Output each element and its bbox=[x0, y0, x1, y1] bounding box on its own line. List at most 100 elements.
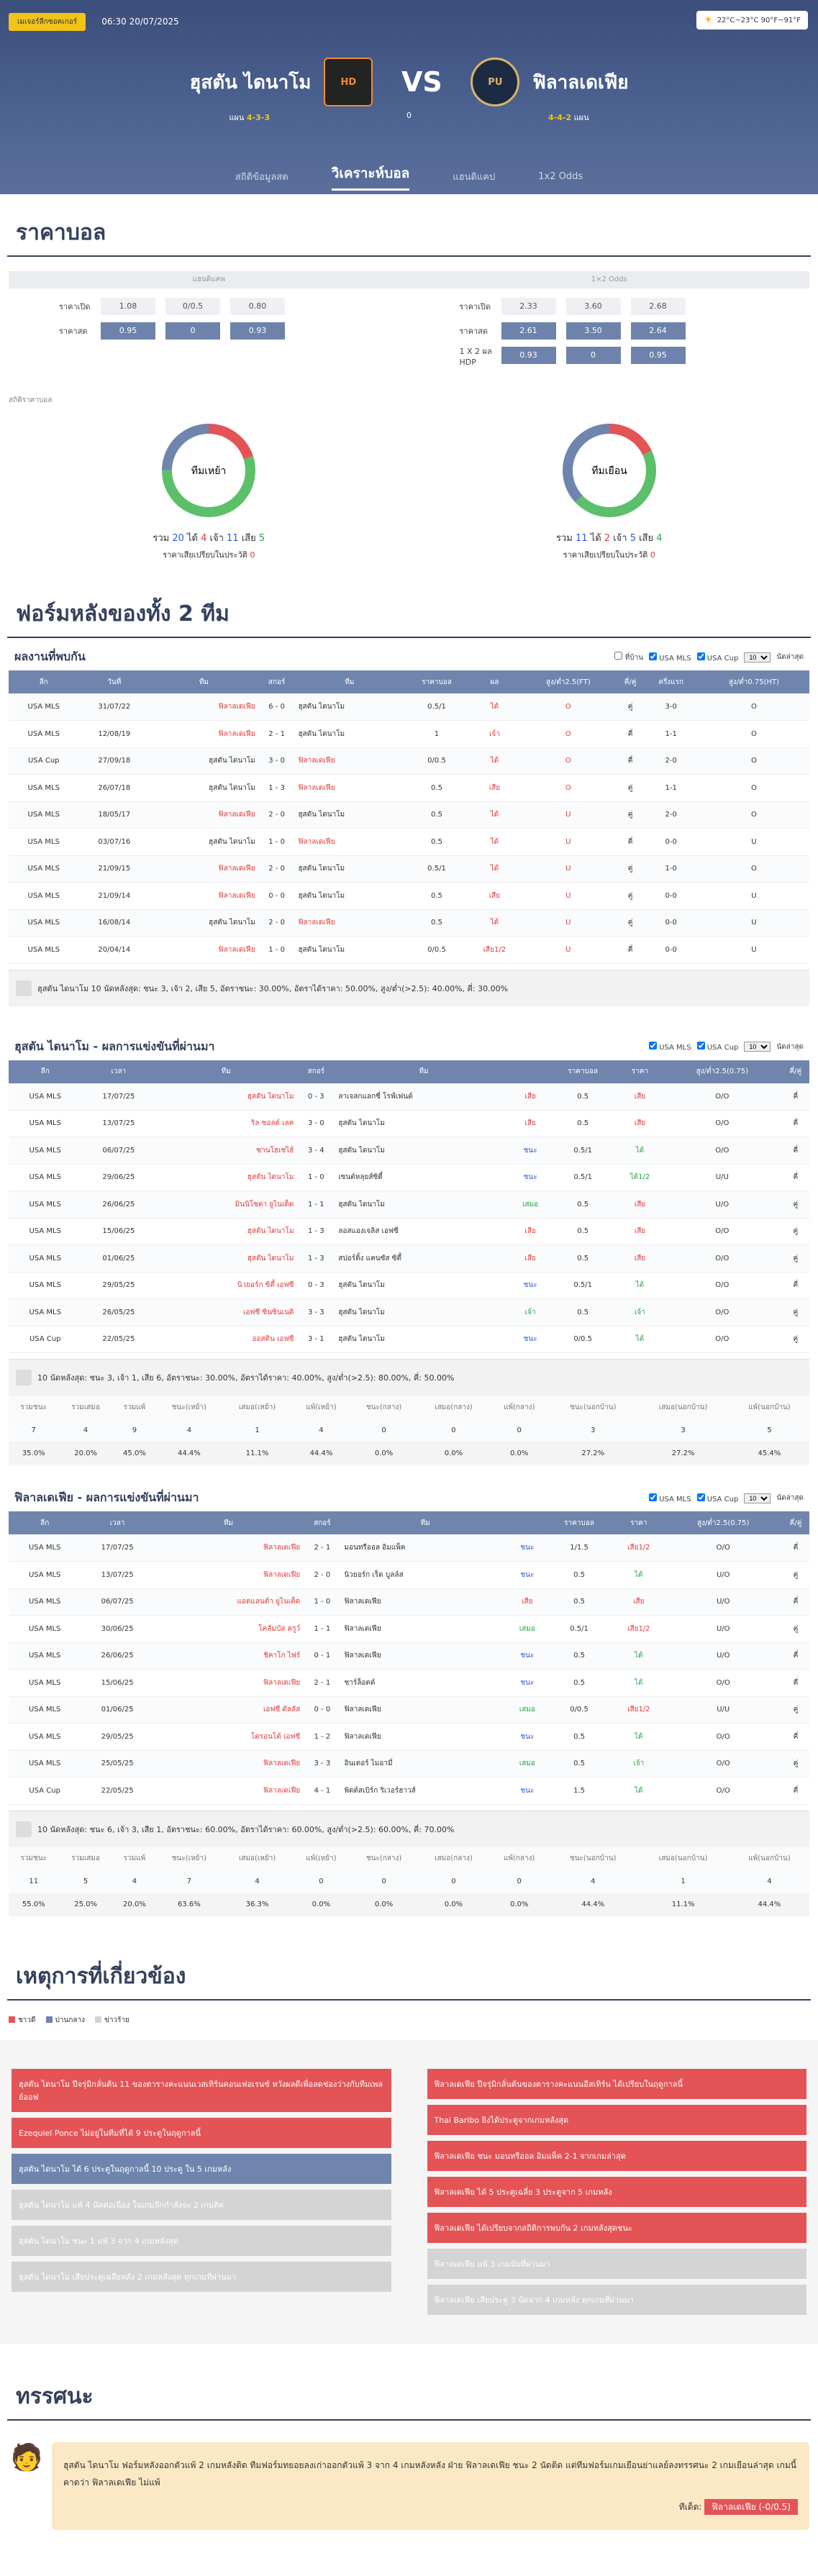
table-cell[interactable]: ฮุสตัน ไดนาโม bbox=[335, 1191, 512, 1219]
odds-value[interactable]: 3.60 bbox=[565, 298, 621, 315]
table-cell[interactable]: ฟิลาลเดเฟีย bbox=[295, 774, 404, 802]
table-cell[interactable]: สปอร์ติ้ง แคนซัส ซิตี้ bbox=[335, 1244, 512, 1273]
odds-value[interactable]: 2.61 bbox=[501, 322, 556, 340]
filter-checkbox[interactable] bbox=[649, 1493, 657, 1501]
filter-checkbox[interactable] bbox=[649, 1042, 657, 1050]
event-item[interactable]: ฮุสตัน ไดนาโม ชนะ 1 แพ้ 3 จาก 4 เกมหลังส… bbox=[12, 2225, 391, 2256]
table-cell[interactable]: ฟิลาลเดเฟีย bbox=[150, 720, 258, 748]
table-cell[interactable]: ฟิลาลเดเฟีย bbox=[341, 1615, 509, 1643]
table-cell[interactable]: ฟิลาลเดเฟีย bbox=[153, 1561, 304, 1589]
odds-value[interactable]: 0.95 bbox=[101, 322, 155, 340]
table-cell[interactable]: ฮุสตัน ไดนาโม bbox=[150, 909, 258, 937]
table-cell[interactable]: ฟิลาลเดเฟีย bbox=[153, 1777, 304, 1805]
table-cell[interactable]: ฟิลาลเดเฟีย bbox=[341, 1723, 509, 1751]
table-cell[interactable]: มอนทรีออล อิมแพ็ค bbox=[341, 1534, 509, 1562]
table-cell[interactable]: ฟิลาลเดเฟีย bbox=[150, 855, 258, 883]
table-cell[interactable]: โคลัมบัส ครูว์ bbox=[153, 1615, 304, 1643]
table-cell[interactable]: มินนิโซตา ยูไนเต็ด bbox=[155, 1191, 297, 1219]
away-team-name[interactable]: ฟิลาลเดเฟีย bbox=[532, 71, 629, 94]
filter-checkbox[interactable] bbox=[696, 1042, 705, 1050]
table-cell[interactable]: ฮุสตัน ไดนาโม bbox=[335, 1326, 512, 1353]
table-cell[interactable]: ฮุสตัน ไดนาโม bbox=[150, 828, 258, 856]
table-cell[interactable]: ฟิลาลเดเฟีย bbox=[341, 1696, 509, 1724]
table-cell[interactable]: ฟิลาลเดเฟีย bbox=[150, 693, 258, 721]
event-item[interactable]: ฟิลาลเดเฟีย ได้ 5 ประตูเฉลี่ย 3 ประตูจาก… bbox=[427, 2176, 806, 2207]
event-item[interactable]: ฟิลาลเดเฟีย ปีจรุ่มิกลั่นต้นของตารางคะแน… bbox=[427, 2068, 806, 2099]
table-cell[interactable]: ฟิลาลเดเฟีย bbox=[153, 1669, 304, 1697]
table-cell[interactable]: ริล ซอลต์ เลค bbox=[155, 1110, 297, 1137]
event-item[interactable]: ฟิลาลเดเฟีย ชนะ มอนทรีออล อิมแพ็ค 2-1 จา… bbox=[427, 2140, 806, 2171]
tab-live-stats[interactable]: สถิติข้อมูลสด bbox=[235, 171, 288, 183]
tab-analysis[interactable]: วิเคราะห์บอล bbox=[331, 163, 410, 191]
table-cell[interactable]: ฮุสตัน ไดนาโม bbox=[155, 1244, 297, 1273]
table-cell[interactable]: ฮุสตัน ไดนาโม bbox=[155, 1083, 297, 1111]
match-count-select[interactable]: 10 bbox=[744, 652, 771, 663]
home-team-name[interactable]: ฮุสตัน ไดนาโม bbox=[189, 71, 312, 94]
table-cell[interactable]: ซานโฮเซ่ไฮ้ bbox=[155, 1137, 297, 1165]
table-cell[interactable]: ฟิลาลเดเฟีย bbox=[150, 882, 258, 910]
match-count-select[interactable]: 10 bbox=[744, 1493, 771, 1503]
table-cell[interactable]: ฮุสตัน ไดนาโม bbox=[335, 1298, 512, 1326]
event-item[interactable]: Ezequiel Ponce ไม่อยู่ในทีมที่ได้ 9 ประต… bbox=[12, 2117, 391, 2148]
odds-value[interactable]: 0 bbox=[565, 347, 621, 364]
table-cell[interactable]: โตรอนโต้ เอฟซี bbox=[153, 1723, 304, 1751]
odds-value[interactable]: 0.93 bbox=[230, 322, 285, 340]
table-cell[interactable]: ฮุสตัน ไดนาโม bbox=[295, 801, 404, 829]
table-cell[interactable]: ฮุสตัน ไดนาโม bbox=[155, 1218, 297, 1245]
event-item[interactable]: ฮุสตัน ไดนาโม เสียประตูเฉลี่ยหลัง 2 เกมห… bbox=[12, 2261, 391, 2292]
filter-checkbox[interactable] bbox=[614, 651, 623, 660]
table-cell[interactable]: ฟิลาลเดเฟีย bbox=[153, 1750, 304, 1778]
tab-1x2-odds[interactable]: 1x2 Odds bbox=[538, 170, 583, 182]
table-cell[interactable]: นิวยอร์ก เร็ด บูลล์ส bbox=[341, 1561, 509, 1589]
odds-value[interactable]: 3.50 bbox=[565, 322, 621, 340]
table-cell[interactable]: แอตแลนต้า ยูไนเต็ด bbox=[153, 1588, 304, 1616]
odds-value[interactable]: 2.64 bbox=[630, 322, 686, 340]
table-cell[interactable]: ฮุสตัน ไดนาโม bbox=[295, 720, 404, 748]
table-cell[interactable]: พิตต์สเบิร์ก ริเวอร์ฮาวส์ bbox=[341, 1777, 509, 1805]
tab-handicap[interactable]: แฮนดิแคป bbox=[453, 171, 496, 183]
table-cell[interactable]: นิวยอร์ก ซิตี้ เอฟซี bbox=[155, 1272, 297, 1299]
odds-value[interactable]: 2.68 bbox=[630, 298, 686, 315]
home-team-logo[interactable]: HD bbox=[324, 58, 373, 106]
table-cell[interactable]: ฟิลาลเดเฟีย bbox=[295, 828, 404, 856]
table-cell[interactable]: ฟิลาลเดเฟีย bbox=[341, 1642, 509, 1670]
match-count-select[interactable]: 10 bbox=[744, 1042, 771, 1052]
table-cell[interactable]: ฮุสตัน ไดนาโม bbox=[150, 747, 258, 775]
filter-checkbox[interactable] bbox=[696, 652, 705, 660]
table-cell[interactable]: ฮุสตัน ไดนาโม bbox=[335, 1110, 512, 1137]
odds-value[interactable]: 0/0.5 bbox=[165, 298, 220, 315]
table-cell[interactable]: ฮุสตัน ไดนาโม bbox=[295, 882, 404, 910]
table-cell[interactable]: ฮุสตัน ไดนาโม bbox=[295, 855, 404, 883]
table-cell[interactable]: ชาร์ล็อตต์ bbox=[341, 1669, 509, 1697]
table-cell[interactable]: ฟิลาลเดเฟีย bbox=[341, 1588, 509, 1616]
pick-badge[interactable]: ฟิลาลเดเฟีย (-0/0.5) bbox=[704, 2498, 798, 2515]
table-cell[interactable]: ฟิลาลเดเฟีย bbox=[150, 801, 258, 829]
table-cell[interactable]: เซนต์หลุยส์ซิตี้ bbox=[335, 1164, 512, 1191]
table-cell[interactable]: อินเตอร์ ไมอามี่ bbox=[341, 1750, 509, 1778]
odds-value[interactable]: 2.33 bbox=[501, 298, 556, 315]
table-cell[interactable]: ฮุสตัน ไดนาโม bbox=[295, 693, 404, 721]
odds-value[interactable]: 0 bbox=[165, 322, 220, 340]
event-item[interactable]: ฮุสตัน ไดนาโม แพ้ 4 นัดต่อเนื่อง ในเกมลี… bbox=[12, 2189, 391, 2220]
away-team-logo[interactable]: PU bbox=[471, 58, 520, 106]
event-item[interactable]: Thai Baribo ยิงได้ประตูจากเกมหลังสุด bbox=[427, 2104, 806, 2135]
odds-value[interactable]: 1.08 bbox=[101, 298, 155, 315]
table-cell[interactable]: ฮุสตัน ไดนาโม bbox=[150, 774, 258, 802]
event-item[interactable]: ฮุสตัน ไดนาโม ได้ 6 ประตูในฤดูกาลนี้ 10 … bbox=[12, 2153, 391, 2184]
table-cell[interactable]: เอฟซี ดัลลัส bbox=[153, 1696, 304, 1724]
table-cell[interactable]: ฮุสตัน ไดนาโม bbox=[335, 1137, 512, 1165]
event-item[interactable]: ฟิลาลเดเฟีย แพ้ 3 เกมนับที่ผ่านมา bbox=[427, 2248, 806, 2279]
table-cell[interactable]: ชิคาโก ไฟร์ bbox=[153, 1642, 304, 1670]
odds-value[interactable]: 0.93 bbox=[501, 347, 556, 364]
table-cell[interactable]: ฟิลาลเดเฟีย bbox=[295, 747, 404, 775]
table-cell[interactable]: ฟิลาลเดเฟีย bbox=[153, 1534, 304, 1562]
table-cell[interactable]: เอฟซี ซินซินเนติ bbox=[155, 1298, 297, 1326]
filter-checkbox[interactable] bbox=[649, 652, 657, 660]
table-cell[interactable]: ฟิลาลเดเฟีย bbox=[150, 936, 258, 964]
event-item[interactable]: ฮุสตัน ไดนาโม ปีจรุ่มิกลั่นต้น 11 ของตาร… bbox=[12, 2068, 391, 2112]
table-cell[interactable]: ออสติน เอฟซี bbox=[155, 1326, 297, 1353]
event-item[interactable]: ฟิลาลเดเฟีย ได้เปรียบจากสถิติการพบกัน 2 … bbox=[427, 2212, 806, 2243]
table-cell[interactable]: ฮุสตัน ไดนาโม bbox=[295, 936, 404, 964]
odds-value[interactable]: 0.95 bbox=[630, 347, 686, 364]
event-item[interactable]: ฟิลาลเดเฟีย เสียประตู 3 นัดจาก 4 เกมหลัง… bbox=[427, 2284, 806, 2315]
